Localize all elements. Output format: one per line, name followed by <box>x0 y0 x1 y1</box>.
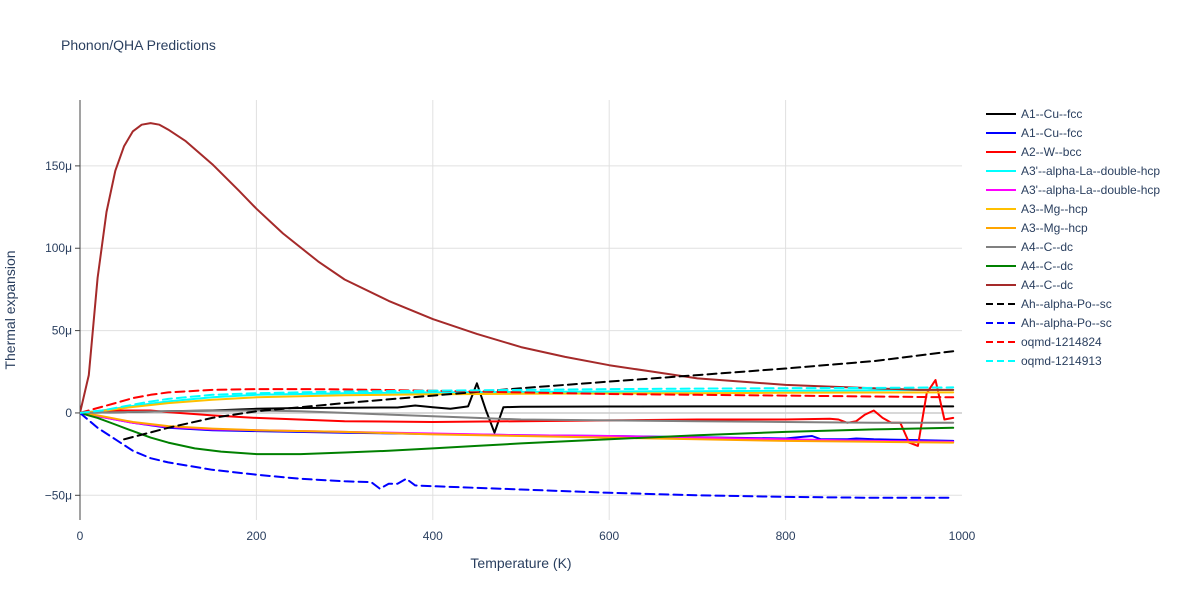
legend-label: A4--C--dc <box>1021 240 1073 254</box>
legend-item[interactable]: Ah--alpha-Po--sc <box>986 297 1112 311</box>
x-axis-title: Temperature (K) <box>470 555 571 571</box>
y-tick-label: 0 <box>65 406 72 420</box>
series-line-5 <box>80 391 955 414</box>
legend-item[interactable]: A3'--alpha-La--double-hcp <box>986 183 1160 197</box>
series-line-7 <box>80 409 955 424</box>
legend: A1--Cu--fcc A1--Cu--fcc A2--W--bcc A3'--alp… <box>986 107 1160 368</box>
legend-label: A2--W--bcc <box>1021 145 1081 159</box>
y-tick-label: 150μ <box>45 159 72 173</box>
x-tick-label: 1000 <box>949 529 976 543</box>
series-line-12 <box>80 388 955 414</box>
x-tick-label: 800 <box>776 529 796 543</box>
legend-item[interactable]: oqmd-1214913 <box>986 354 1102 368</box>
legend-label: A1--Cu--fcc <box>1021 126 1082 140</box>
axes: 0 200 400 600 800 1000 −50μ 0 50μ 100μ 150μ <box>45 100 976 543</box>
series-line-6 <box>80 411 955 444</box>
legend-item[interactable]: A3'--alpha-La--double-hcp <box>986 164 1160 178</box>
legend-label: A3--Mg--hcp <box>1021 202 1088 216</box>
legend-item[interactable]: A3--Mg--hcp <box>986 221 1088 235</box>
x-tick-label: 0 <box>77 529 84 543</box>
legend-label: oqmd-1214913 <box>1021 354 1102 368</box>
series-line-13 <box>80 386 955 414</box>
legend-label: A1--Cu--fcc <box>1021 107 1082 121</box>
legend-label: A4--C--dc <box>1021 259 1073 273</box>
legend-label: A3'--alpha-La--double-hcp <box>1021 164 1160 178</box>
plot-area <box>80 122 955 499</box>
legend-label: Ah--alpha-Po--sc <box>1021 316 1112 330</box>
x-tick-label: 400 <box>423 529 443 543</box>
legend-item[interactable]: A3--Mg--hcp <box>986 202 1088 216</box>
legend-item[interactable]: A1--Cu--fcc <box>986 107 1082 121</box>
series-line-2 <box>80 379 955 447</box>
legend-label: A4--C--dc <box>1021 278 1073 292</box>
chart-title: Phonon/QHA Predictions <box>61 37 216 53</box>
x-tick-label: 600 <box>599 529 619 543</box>
series-line-8 <box>80 411 955 456</box>
y-tick-label: 50μ <box>52 324 72 338</box>
legend-label: oqmd-1214824 <box>1021 335 1102 349</box>
legend-item[interactable]: A4--C--dc <box>986 278 1073 292</box>
legend-label: A3--Mg--hcp <box>1021 221 1088 235</box>
grid <box>80 100 962 520</box>
series-line-11 <box>80 411 955 499</box>
y-tick-label: 100μ <box>45 241 72 255</box>
legend-item[interactable]: Ah--alpha-Po--sc <box>986 316 1112 330</box>
y-tick-label: −50μ <box>45 488 72 502</box>
legend-label: A3'--alpha-La--double-hcp <box>1021 183 1160 197</box>
legend-item[interactable]: oqmd-1214824 <box>986 335 1102 349</box>
legend-item[interactable]: A4--C--dc <box>986 240 1073 254</box>
legend-item[interactable]: A2--W--bcc <box>986 145 1081 159</box>
legend-item[interactable]: A4--C--dc <box>986 259 1073 273</box>
legend-item[interactable]: A1--Cu--fcc <box>986 126 1082 140</box>
series-line-9 <box>80 122 955 414</box>
y-axis-title: Thermal expansion <box>2 250 18 369</box>
legend-label: Ah--alpha-Po--sc <box>1021 297 1112 311</box>
x-tick-label: 200 <box>246 529 266 543</box>
